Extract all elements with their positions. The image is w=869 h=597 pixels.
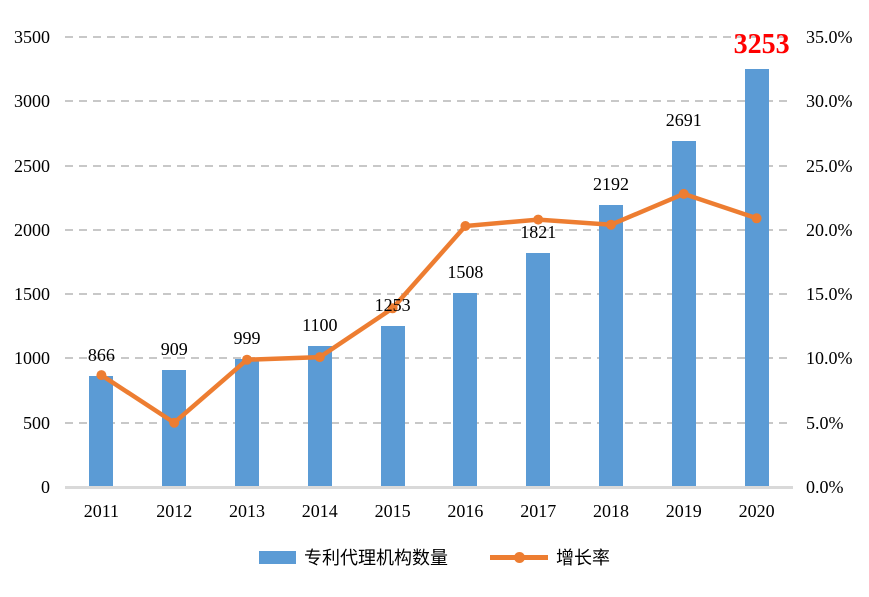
y-left-tick-label: 500 — [23, 412, 50, 433]
y-right-tick-label: 0.0% — [806, 477, 844, 497]
legend: 专利代理机构数量 增长率 — [0, 544, 869, 570]
y-right-tick-label: 10.0% — [806, 348, 853, 369]
x-tick-label: 2013 — [229, 501, 265, 521]
bar-series-swatch-icon — [259, 550, 296, 564]
bar — [453, 293, 478, 486]
y-left-tick-label: 2000 — [14, 219, 50, 240]
y-left-tick-label: 1500 — [14, 284, 50, 305]
line-marker-icon — [514, 551, 525, 563]
x-tick-label: 2017 — [520, 501, 557, 521]
y-right-tick-label: 25.0% — [806, 155, 853, 176]
bar-value-label: 999 — [233, 327, 261, 348]
bar-value-label: 2192 — [593, 174, 629, 195]
legend-item-line: 增长率 — [490, 544, 610, 570]
x-tick-label: 2014 — [301, 501, 338, 521]
gridline — [65, 100, 793, 103]
bar — [380, 325, 405, 486]
bar-value-label: 1253 — [374, 294, 411, 315]
bar-value-label: 2691 — [665, 110, 702, 130]
y-axis-left: 0 500 1000 1500 2000 2500 3000 3500 — [0, 0, 50, 597]
y-right-tick-label: 20.0% — [806, 219, 853, 240]
x-tick-label: 2018 — [593, 501, 629, 521]
bar — [671, 141, 696, 486]
y-left-tick-label: 1000 — [14, 348, 50, 369]
bar — [162, 370, 187, 486]
y-right-tick-label: 15.0% — [806, 284, 853, 305]
x-tick-label: 2020 — [738, 501, 775, 521]
x-tick-label: 2015 — [374, 501, 411, 521]
y-left-tick-label: 3000 — [14, 91, 50, 112]
y-right-tick-label: 30.0% — [806, 91, 853, 112]
bar-value-label: 866 — [87, 344, 115, 365]
bar-value-label: 1508 — [447, 262, 484, 283]
x-tick-label: 2019 — [665, 501, 702, 521]
y-right-tick-label: 5.0% — [806, 412, 844, 433]
legend-label-bars: 专利代理机构数量 — [304, 548, 448, 568]
bar-value-label: 909 — [160, 339, 188, 360]
legend-label-line: 增长率 — [556, 548, 610, 568]
y-left-tick-label: 0 — [41, 477, 50, 497]
y-left-tick-label: 3500 — [14, 27, 50, 47]
gridline — [65, 164, 793, 167]
x-tick-label: 2016 — [447, 501, 484, 521]
gridline — [65, 36, 793, 38]
y-left-tick-label: 2500 — [14, 155, 50, 176]
bar — [744, 68, 769, 486]
bar — [526, 252, 551, 486]
x-tick-label: 2011 — [83, 501, 120, 521]
bar-value-label: 1821 — [520, 221, 557, 242]
line-series-swatch-icon — [490, 551, 548, 563]
legend-item-bars: 专利代理机构数量 — [259, 544, 448, 570]
bar — [307, 345, 332, 486]
y-axis-right: 0.0% 5.0% 10.0% 15.0% 20.0% 25.0% 30.0% 35.0% — [806, 0, 869, 597]
bar-value-label: 3253 — [733, 28, 790, 60]
bar — [235, 358, 259, 486]
bar — [599, 205, 623, 486]
x-tick-label: 2012 — [156, 501, 193, 521]
y-right-tick-label: 35.0% — [806, 27, 853, 47]
bar-value-label: 1100 — [302, 314, 338, 335]
bar — [89, 375, 114, 486]
x-axis-line — [65, 486, 793, 489]
